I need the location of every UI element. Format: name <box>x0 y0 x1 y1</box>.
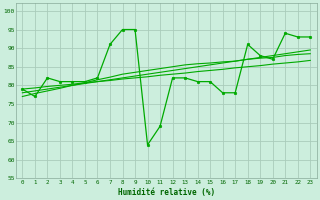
X-axis label: Humidité relative (%): Humidité relative (%) <box>118 188 215 197</box>
